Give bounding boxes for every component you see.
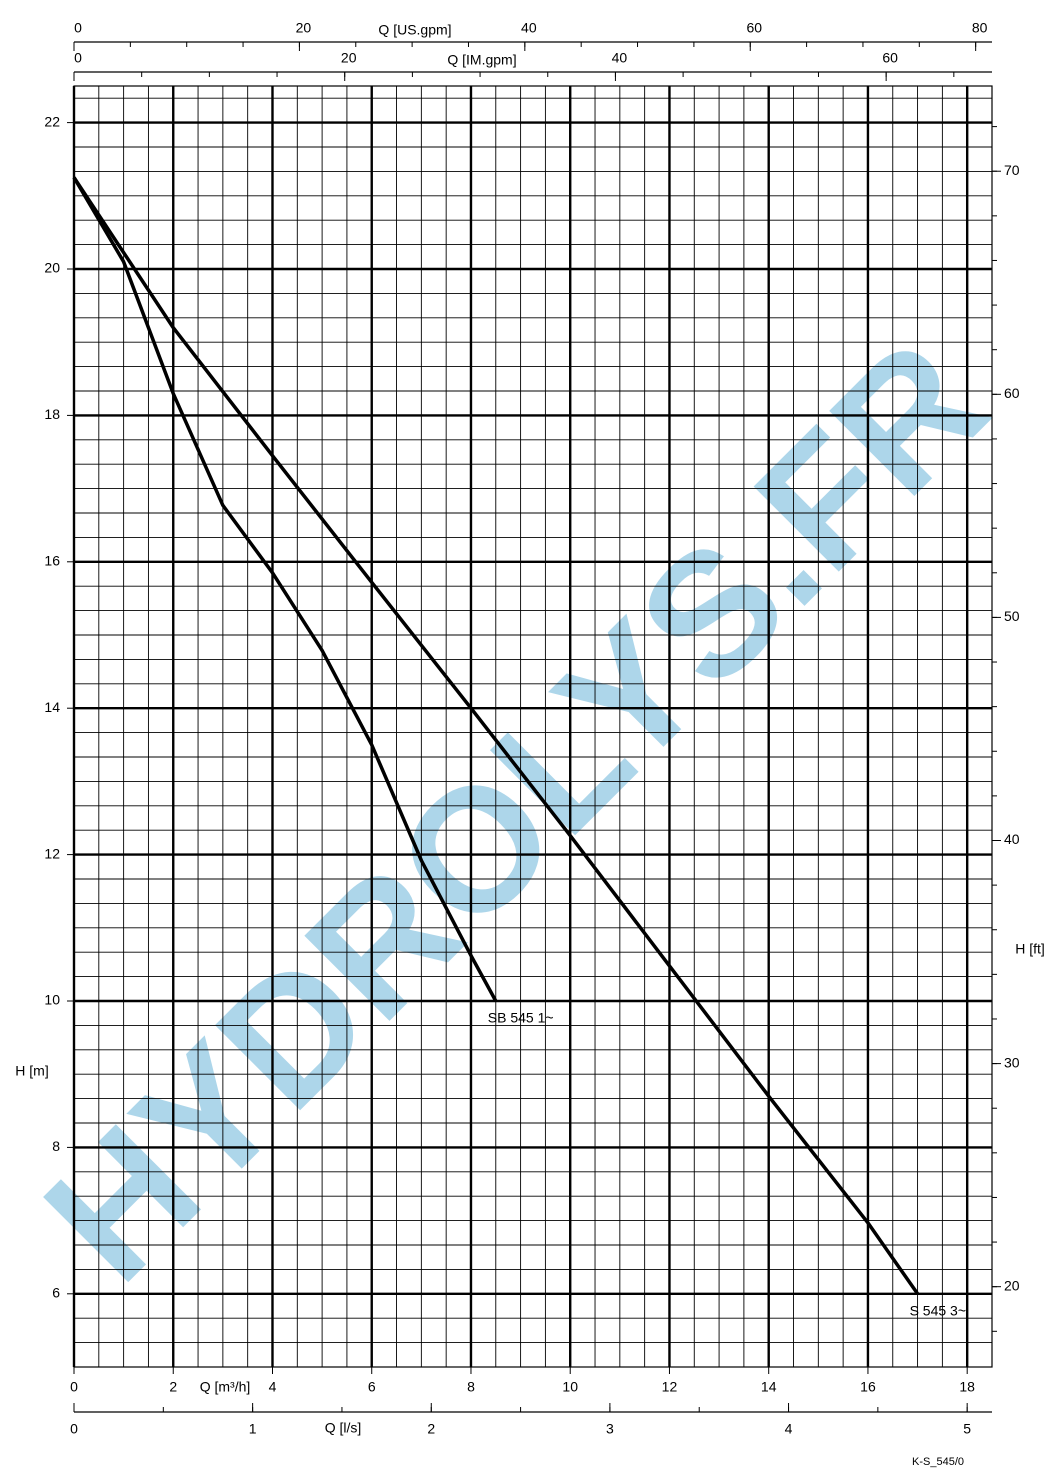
x-tick-label: 8 [467, 1379, 475, 1395]
x-tick-label: 14 [761, 1379, 777, 1395]
x-tick-label: 4 [269, 1379, 277, 1395]
secondary-tick-label: 60 [882, 50, 898, 66]
y2-tick-label: 50 [1004, 608, 1020, 624]
x-tick-label: 12 [662, 1379, 678, 1395]
secondary-tick-label: 20 [296, 20, 312, 36]
secondary-tick-label: 5 [963, 1421, 971, 1437]
secondary-tick-label: 1 [249, 1421, 257, 1437]
x-tick-label: 18 [959, 1379, 975, 1395]
secondary-tick-label: 3 [606, 1421, 614, 1437]
y2-tick-label: 70 [1004, 162, 1020, 178]
secondary-axis-label: Q [l/s] [325, 1420, 362, 1436]
plot-frame [73, 85, 993, 1368]
curve-label: SB 545 1~ [488, 1010, 554, 1026]
curve [72, 176, 498, 1002]
x-tick-label: 10 [562, 1379, 578, 1395]
y2-tick-label: 30 [1004, 1054, 1020, 1070]
secondary-axis-label: Q [US.gpm] [378, 22, 451, 38]
secondary-tick-label: 40 [521, 20, 537, 36]
curve-label: S 545 3~ [910, 1303, 966, 1319]
secondary-tick-label: 0 [74, 50, 82, 66]
y2-tick-label: 40 [1004, 831, 1020, 847]
y-tick-label: 20 [44, 260, 60, 276]
y-tick-label: 16 [44, 553, 60, 569]
x-tick-label: 6 [368, 1379, 376, 1395]
secondary-tick-label: 20 [341, 50, 357, 66]
secondary-tick-label: 2 [427, 1421, 435, 1437]
y2-tick-label: 60 [1004, 385, 1020, 401]
secondary-axis-label: Q [IM.gpm] [447, 52, 516, 68]
y-tick-label: 6 [52, 1285, 60, 1301]
secondary-tick-label: 40 [612, 50, 628, 66]
footnote: K-S_545/0 [912, 1456, 964, 1468]
curve [72, 176, 920, 1295]
y-axis-label: H [m] [15, 1063, 48, 1079]
secondary-tick-label: 0 [74, 20, 82, 36]
x-tick-label: 0 [70, 1379, 78, 1395]
y-tick-label: 8 [52, 1138, 60, 1154]
watermark: HYDROLYS.FR [9, 304, 1022, 1317]
y-tick-label: 22 [44, 113, 60, 129]
y-tick-label: 10 [44, 992, 60, 1008]
secondary-tick-label: 4 [785, 1421, 793, 1437]
y-tick-label: 12 [44, 845, 60, 861]
x-axis-label: Q [m³/h] [200, 1379, 251, 1395]
y2-tick-label: 20 [1004, 1277, 1020, 1293]
secondary-tick-label: 60 [746, 20, 762, 36]
y2-axis-label: H [ft] [1015, 941, 1045, 957]
secondary-tick-label: 80 [972, 20, 988, 36]
y-tick-label: 18 [44, 406, 60, 422]
secondary-tick-label: 0 [70, 1421, 78, 1437]
x-tick-label: 16 [860, 1379, 876, 1395]
x-tick-label: 2 [169, 1379, 177, 1395]
y-tick-label: 14 [44, 699, 60, 715]
